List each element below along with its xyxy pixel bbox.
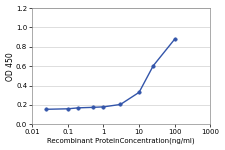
X-axis label: Recombinant ProteinConcentration(ng/ml): Recombinant ProteinConcentration(ng/ml) — [47, 138, 195, 144]
Y-axis label: OD 450: OD 450 — [6, 52, 15, 81]
